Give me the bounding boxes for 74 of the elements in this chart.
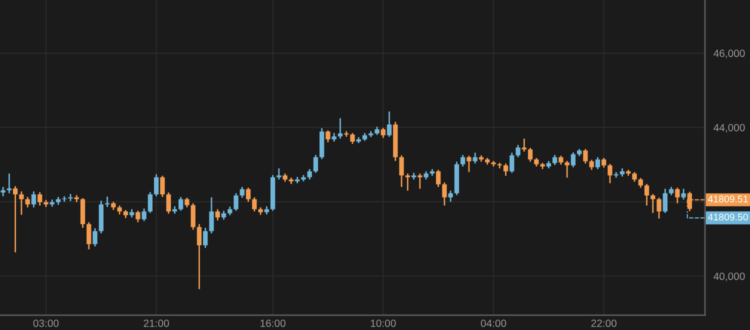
candlestick bbox=[570, 152, 576, 168]
candlestick bbox=[0, 186, 6, 197]
candlestick bbox=[92, 227, 98, 248]
candlestick bbox=[650, 193, 656, 214]
candlestick bbox=[6, 172, 12, 194]
candlestick bbox=[196, 223, 202, 290]
candlestick bbox=[418, 172, 422, 190]
candlestick bbox=[436, 169, 441, 188]
candlestick bbox=[86, 222, 92, 250]
candlestick bbox=[638, 177, 643, 188]
candlestick bbox=[632, 171, 637, 182]
candlestick bbox=[313, 154, 318, 174]
candlestick bbox=[675, 186, 680, 204]
candlestick bbox=[656, 197, 662, 220]
candlestick bbox=[234, 192, 238, 212]
candlestick bbox=[662, 188, 668, 214]
candlestick bbox=[148, 191, 153, 214]
candlestick bbox=[31, 190, 36, 208]
candlestick bbox=[12, 185, 18, 254]
candlestick bbox=[516, 144, 520, 158]
candlestick bbox=[178, 196, 184, 212]
candlestick bbox=[405, 172, 410, 192]
candlestick bbox=[552, 154, 558, 166]
candlestick bbox=[644, 183, 650, 206]
candlestick bbox=[466, 155, 472, 173]
x-tick-label: 04:00 bbox=[480, 320, 506, 327]
candlestick bbox=[583, 148, 588, 164]
candlestick bbox=[602, 157, 606, 168]
candlestick bbox=[252, 196, 257, 212]
candlestick bbox=[154, 174, 159, 197]
candlestick bbox=[503, 162, 508, 176]
candlestick bbox=[399, 154, 404, 188]
candlestick bbox=[564, 160, 570, 178]
candlestick bbox=[19, 190, 24, 216]
candlestick bbox=[380, 127, 386, 139]
y-tick-label: 46,000 bbox=[714, 50, 745, 58]
candlestick bbox=[136, 210, 140, 223]
y-tick-label: 40,000 bbox=[714, 272, 745, 282]
x-tick-label: 22:00 bbox=[591, 320, 616, 327]
candlestick bbox=[460, 154, 466, 168]
candlestick bbox=[276, 168, 282, 180]
candlestick bbox=[190, 202, 196, 230]
x-tick-label: 10:00 bbox=[370, 320, 396, 327]
candlestick bbox=[350, 132, 355, 145]
candlestick bbox=[681, 188, 686, 200]
candlestick bbox=[338, 117, 343, 140]
candlestick bbox=[522, 138, 526, 152]
candlestick bbox=[595, 156, 600, 170]
text: 41809.51 bbox=[708, 196, 748, 202]
candlestick bbox=[25, 196, 30, 208]
candlestick bbox=[326, 130, 330, 144]
candlestick bbox=[203, 227, 208, 249]
candlestick bbox=[448, 190, 453, 202]
candlestick bbox=[215, 208, 220, 222]
x-tick-label: 16:00 bbox=[260, 320, 286, 327]
x-tick-label: 21:00 bbox=[144, 320, 169, 327]
candlestick bbox=[386, 110, 392, 138]
candlestick bbox=[184, 197, 190, 208]
y-tick-label: 44,000 bbox=[714, 124, 745, 133]
x-tick-label: 03:00 bbox=[33, 320, 59, 327]
candlestick bbox=[166, 192, 171, 214]
candlestick bbox=[510, 152, 514, 174]
candlestick bbox=[442, 182, 447, 206]
candlestick bbox=[209, 196, 214, 234]
candlestick bbox=[38, 191, 42, 206]
candlestick bbox=[142, 208, 146, 222]
candlestick bbox=[307, 168, 312, 180]
candlestick bbox=[246, 186, 251, 202]
candlestick bbox=[240, 186, 244, 198]
candlestick bbox=[472, 152, 478, 164]
candlestick bbox=[528, 147, 533, 162]
candlestick bbox=[608, 163, 612, 184]
text: 41809.50 bbox=[708, 214, 748, 220]
candlestick bbox=[160, 175, 165, 198]
